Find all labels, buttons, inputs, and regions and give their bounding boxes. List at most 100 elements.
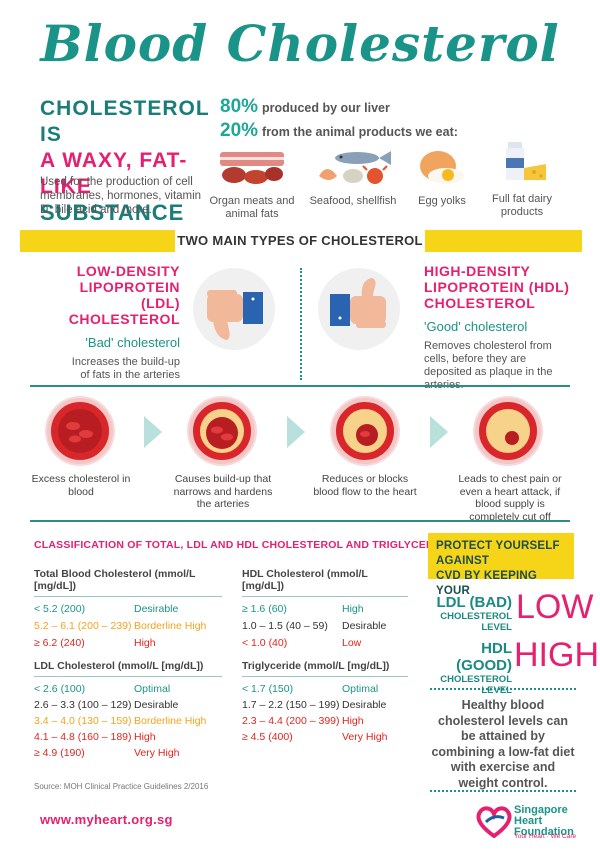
- section-divider-top: [30, 385, 570, 387]
- hdl-desc: Removes cholesterol from cells, before t…: [424, 340, 553, 391]
- table-rule: [34, 676, 222, 677]
- protect-line-1: PROTECT YOURSELF AGAINST: [436, 540, 560, 567]
- hdl-level-label: HDL (GOOD) CHOLESTEROL LEVEL: [430, 640, 512, 696]
- definition-uses: Used for the production of cell membrane…: [40, 176, 202, 216]
- dotted-rule: [430, 790, 576, 792]
- ldl-level-sub: CHOLESTEROL LEVEL: [440, 611, 512, 633]
- table-row: ≥ 6.2 (240) High: [34, 637, 222, 650]
- definition-line-3: SUBSTANCE: [40, 200, 185, 225]
- level: High: [134, 637, 156, 649]
- hdl-level-name: HDL (GOOD): [456, 640, 512, 674]
- table-row: 1.0 – 1.5 (40 – 59) Desirable: [242, 620, 408, 633]
- table-row: ≥ 4.5 (400) Very High: [242, 731, 408, 744]
- step-4-text: Leads to chest pain or even a heart atta…: [458, 473, 562, 523]
- table-row: 3.4 – 4.0 (130 – 159) Borderline High: [34, 715, 222, 728]
- logo-line-3: Foundation: [514, 826, 574, 838]
- food-item-egg: Egg yolks: [397, 148, 487, 208]
- meat-icon: [220, 152, 284, 184]
- dotted-rule: [430, 688, 576, 690]
- level: Borderline High: [134, 620, 207, 632]
- level: Desirable: [134, 603, 179, 615]
- egg-icon: [420, 151, 464, 184]
- level: Desirable: [134, 699, 179, 711]
- artery-stage-1-icon: [47, 398, 113, 464]
- ldl-sub: 'Bad' cholesterol: [85, 335, 180, 350]
- definition-line-1: CHOLESTEROL IS: [40, 97, 210, 146]
- range: < 1.0 (40): [242, 637, 288, 649]
- logo-line-1: Singapore: [514, 804, 568, 816]
- level: Desirable: [342, 620, 387, 632]
- artery-stage-3-icon: [332, 398, 398, 464]
- table-rule: [242, 596, 408, 597]
- logo-text: Singapore Heart Foundation: [514, 805, 574, 838]
- food-label: Seafood, shellfish: [309, 195, 397, 207]
- range: 2.3 – 4.4 (200 – 399): [242, 715, 340, 727]
- section-divider-bottom: [30, 520, 570, 522]
- protect-line-2: CVD BY KEEPING YOUR: [436, 570, 537, 597]
- healthy-advice: Healthy blood cholesterol levels can be …: [431, 698, 575, 790]
- protect-heading: PROTECT YOURSELF AGAINST CVD BY KEEPING …: [428, 533, 574, 597]
- ldl-level-name: LDL (BAD): [436, 594, 512, 611]
- table-row: 4.1 – 4.8 (160 – 189) High: [34, 731, 222, 744]
- table-row: < 5.2 (200) Desirable: [34, 603, 222, 616]
- range: ≥ 1.6 (60): [242, 603, 287, 615]
- logo-tagline: Your Heart · We Care: [514, 833, 577, 840]
- range: ≥ 4.5 (400): [242, 731, 293, 743]
- level: Very High: [134, 747, 180, 759]
- definition-heading: CHOLESTEROL IS A WAXY, FAT-LIKE SUBSTANC…: [40, 96, 220, 226]
- hdl-sub: 'Good' cholesterol: [424, 319, 528, 334]
- table-rule: [242, 676, 408, 677]
- dairy-icon: [506, 142, 546, 180]
- food-label: Organ meats and animal fats: [209, 195, 295, 220]
- website-link[interactable]: www.myheart.org.sg: [40, 812, 173, 827]
- range: 5.2 – 6.1 (200 – 239): [34, 620, 132, 632]
- ldl-level-target: LOW: [516, 588, 594, 626]
- animal-pct: 20%: [220, 120, 259, 141]
- table-row: 5.2 – 6.1 (200 – 239) Borderline High: [34, 620, 222, 633]
- range: 2.6 – 3.3 (100 – 129): [34, 699, 132, 711]
- table-heading: HDL Cholesterol (mmol/L [mg/dL]): [242, 568, 368, 592]
- heart-logo-icon: [476, 804, 512, 843]
- types-banner: TWO MAIN TYPES OF CHOLESTEROL: [175, 225, 425, 257]
- range: 4.1 – 4.8 (160 – 189): [34, 731, 132, 743]
- table-row: < 1.7 (150) Optimal: [242, 683, 408, 696]
- definition-line-2: A WAXY, FAT-LIKE: [40, 149, 188, 198]
- range: < 1.7 (150): [242, 683, 294, 695]
- table-row: ≥ 1.6 (60) High: [242, 603, 408, 616]
- level: High: [342, 715, 364, 727]
- arrow-icon: [287, 416, 305, 448]
- range: < 5.2 (200): [34, 603, 86, 615]
- table-row: < 1.0 (40) Low: [242, 637, 408, 650]
- range: ≥ 4.9 (190): [34, 747, 85, 759]
- ldl-section: LOW-DENSITY LIPOPROTEIN (LDL) CHOLESTERO…: [60, 263, 180, 382]
- range: 1.0 – 1.5 (40 – 59): [242, 620, 328, 632]
- level: Borderline High: [134, 715, 207, 727]
- food-item-dairy: Full fat dairy products: [486, 142, 558, 219]
- level: High: [134, 731, 156, 743]
- page-title: Blood Cholesterol: [40, 14, 560, 73]
- animal-text: from the animal products we eat:: [262, 125, 458, 139]
- liver-source: 80% produced by our liver: [220, 96, 390, 118]
- step-1-text: Excess cholesterol in blood: [31, 473, 131, 498]
- animal-source: 20% from the animal products we eat:: [220, 120, 458, 142]
- thumbs-up-icon: [318, 268, 400, 350]
- table-row: < 2.6 (100) Optimal: [34, 683, 222, 696]
- source-note: Source: MOH Clinical Practice Guidelines…: [34, 782, 209, 791]
- level: Optimal: [134, 683, 171, 695]
- food-item-seafood: Seafood, shellfish: [308, 148, 398, 208]
- table-hdl: HDL Cholesterol (mmol/L [mg/dL]) ≥ 1.6 (…: [242, 568, 408, 650]
- food-label: Egg yolks: [418, 195, 466, 207]
- level: Very High: [342, 731, 388, 743]
- hdl-section: HIGH-DENSITY LIPOPROTEIN (HDL) CHOLESTER…: [424, 263, 574, 392]
- arrow-icon: [430, 416, 448, 448]
- table-row: ≥ 4.9 (190) Very High: [34, 747, 222, 760]
- seafood-icon: [319, 151, 391, 184]
- range: < 2.6 (100): [34, 683, 86, 695]
- food-item-meat: Organ meats and animal fats: [207, 148, 297, 221]
- table-ldl: LDL Cholesterol (mmol/L [mg/dL]) < 2.6 (…: [34, 660, 222, 760]
- arrow-icon: [144, 416, 162, 448]
- classification-title: CLASSIFICATION OF TOTAL, LDL AND HDL CHO…: [34, 539, 497, 551]
- ldl-desc: Increases the build-up of fats in the ar…: [71, 356, 180, 381]
- step-2-text: Causes build-up that narrows and hardens…: [173, 473, 273, 510]
- table-heading: Triglyceride (mmol/L [mg/dL]): [242, 660, 390, 672]
